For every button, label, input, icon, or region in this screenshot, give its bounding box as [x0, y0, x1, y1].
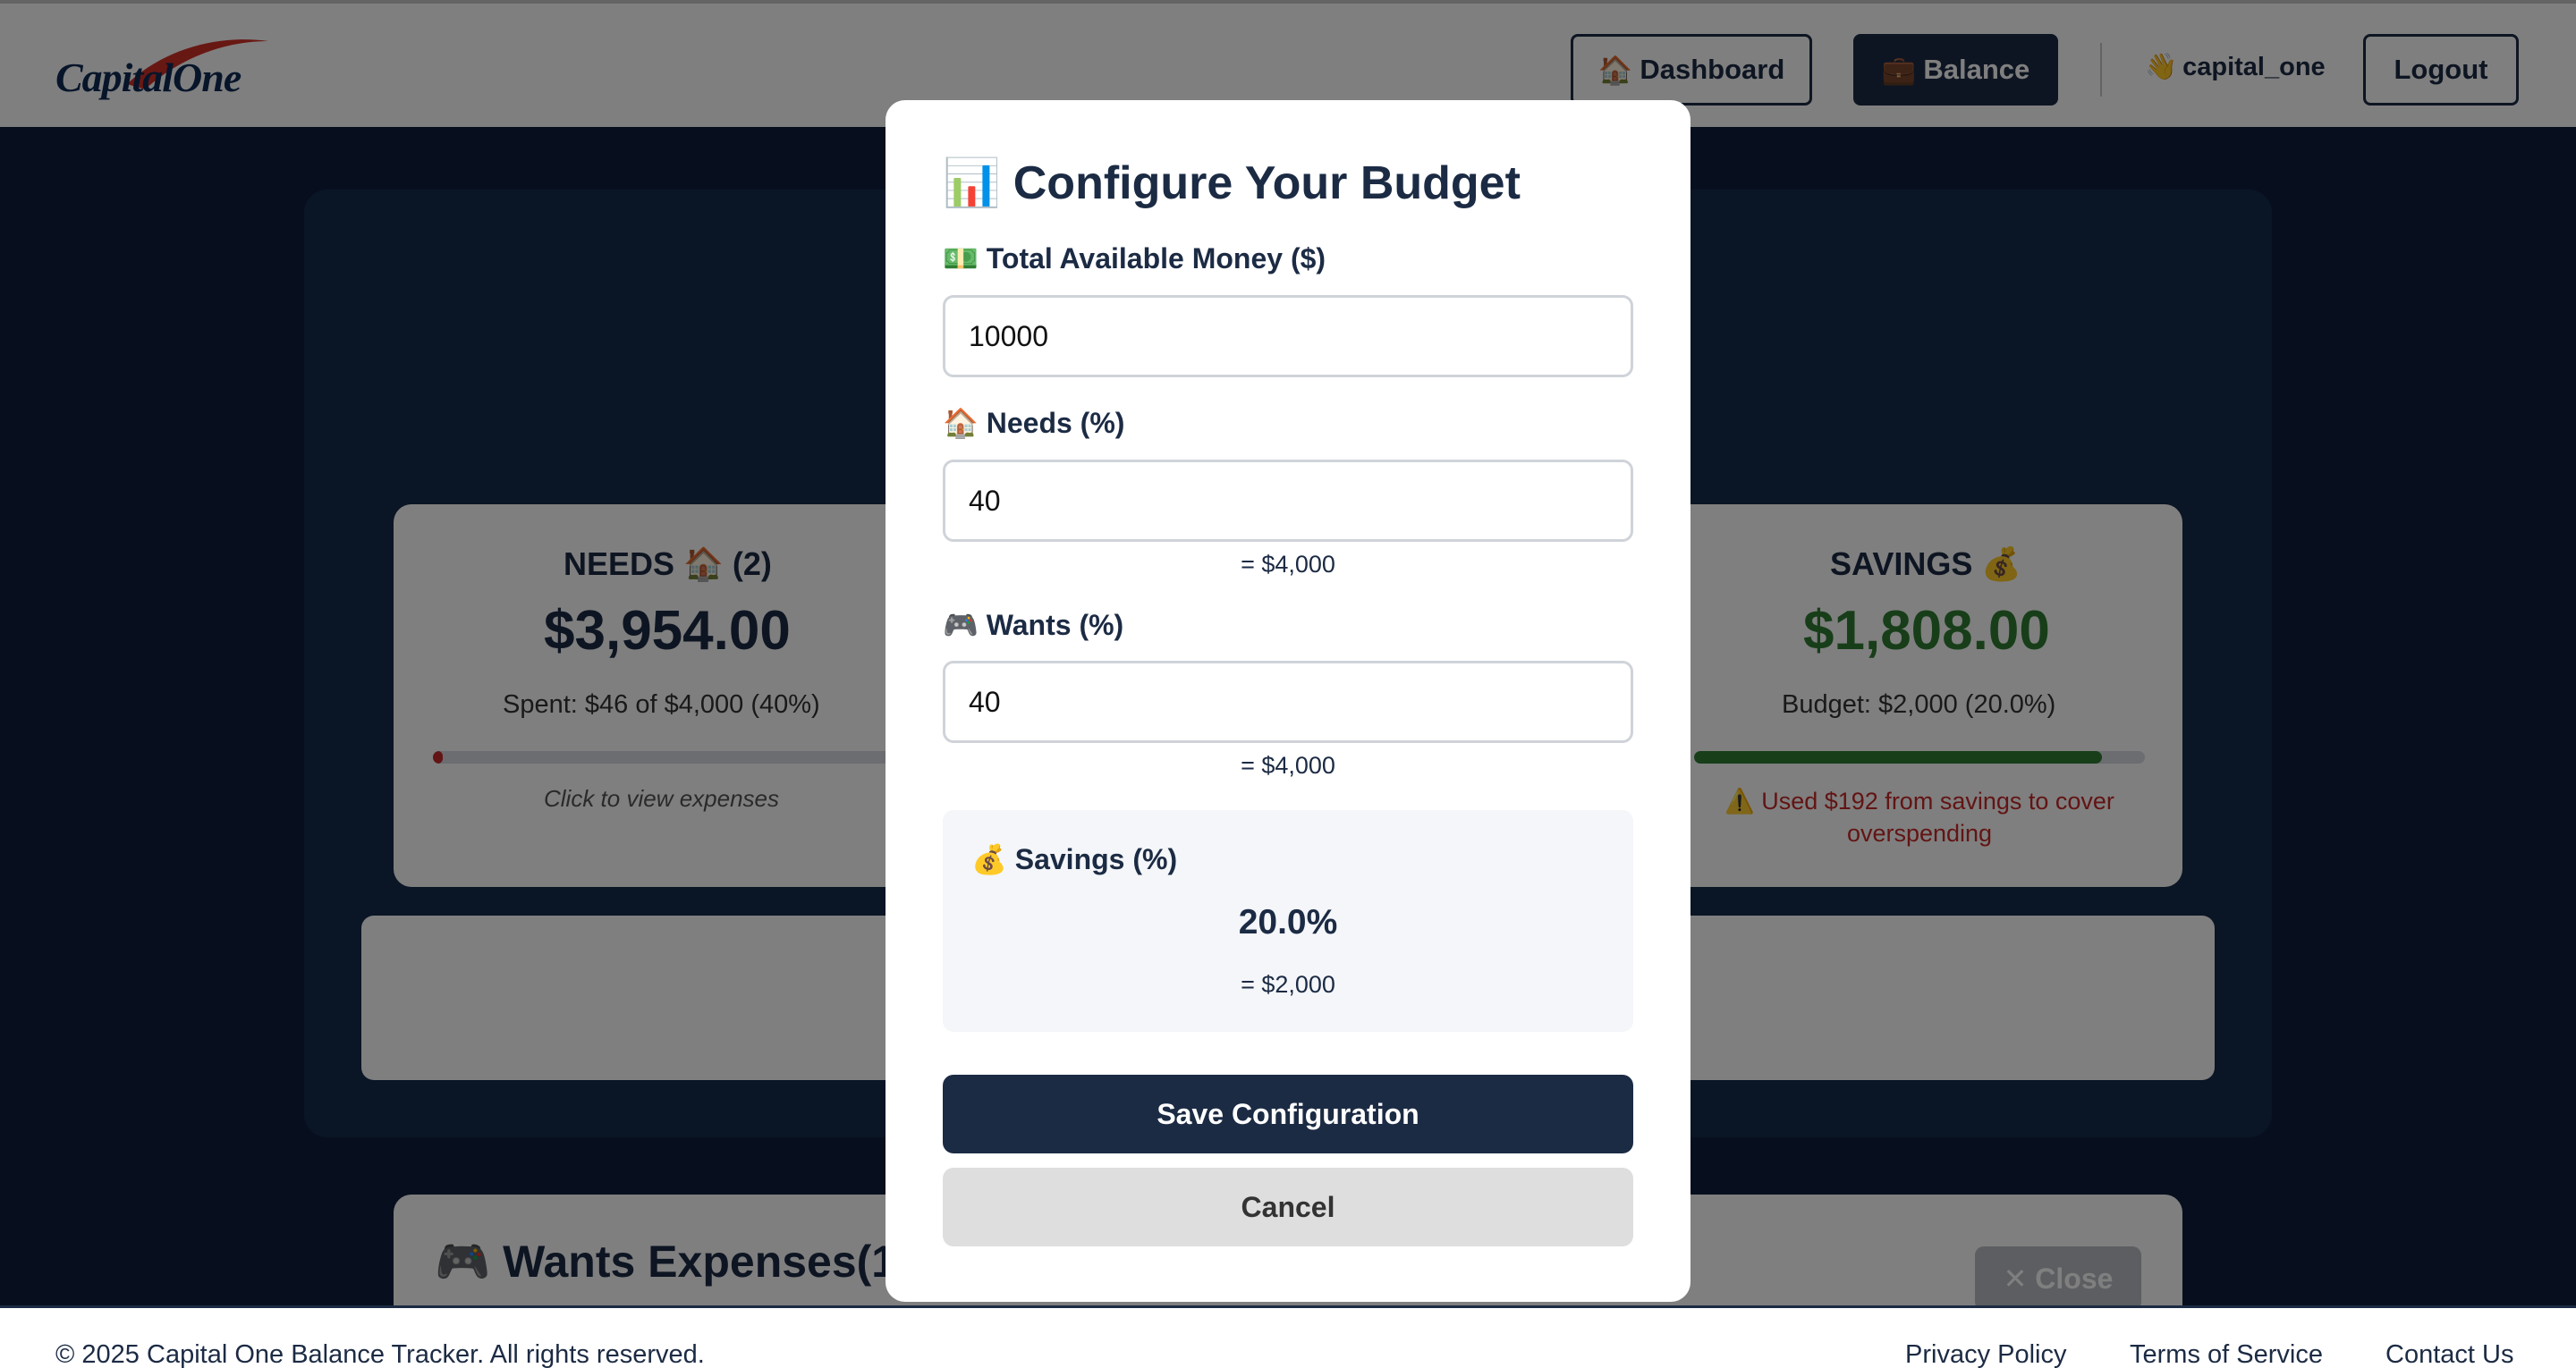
contact-us-link[interactable]: Contact Us	[2385, 1340, 2514, 1368]
terms-of-service-link[interactable]: Terms of Service	[2130, 1340, 2323, 1368]
needs-percent-label: 🏠 Needs (%)	[943, 407, 1125, 439]
wants-percent-label: 🎮 Wants (%)	[943, 609, 1124, 641]
savings-amount-preview: = $2,000	[1241, 971, 1335, 998]
configure-budget-modal: 📊 Configure Your Budget 💵 Total Availabl…	[886, 100, 1690, 1302]
savings-percent-label: 💰 Savings (%)	[971, 843, 1178, 875]
chart-icon: 📊	[943, 157, 1001, 209]
total-money-label: 💵 Total Available Money ($)	[943, 242, 1326, 274]
modal-title-text: Configure Your Budget	[1013, 156, 1521, 209]
needs-amount-preview: = $4,000	[1241, 551, 1335, 578]
needs-percent-input[interactable]	[943, 460, 1633, 542]
cancel-button[interactable]: Cancel	[943, 1168, 1633, 1246]
modal-title: 📊 Configure Your Budget	[943, 156, 1521, 210]
total-money-input[interactable]	[943, 295, 1633, 377]
wants-amount-preview: = $4,000	[1241, 752, 1335, 779]
wants-percent-input[interactable]	[943, 661, 1633, 743]
app-footer: © 2025 Capital One Balance Tracker. All …	[0, 1305, 2576, 1368]
copyright-text: © 2025 Capital One Balance Tracker. All …	[55, 1340, 705, 1368]
savings-summary-box: 💰 Savings (%) 20.0% = $2,000	[943, 810, 1633, 1032]
privacy-policy-link[interactable]: Privacy Policy	[1905, 1340, 2067, 1368]
save-configuration-button[interactable]: Save Configuration	[943, 1075, 1633, 1153]
savings-percent-value: 20.0%	[1238, 903, 1338, 942]
